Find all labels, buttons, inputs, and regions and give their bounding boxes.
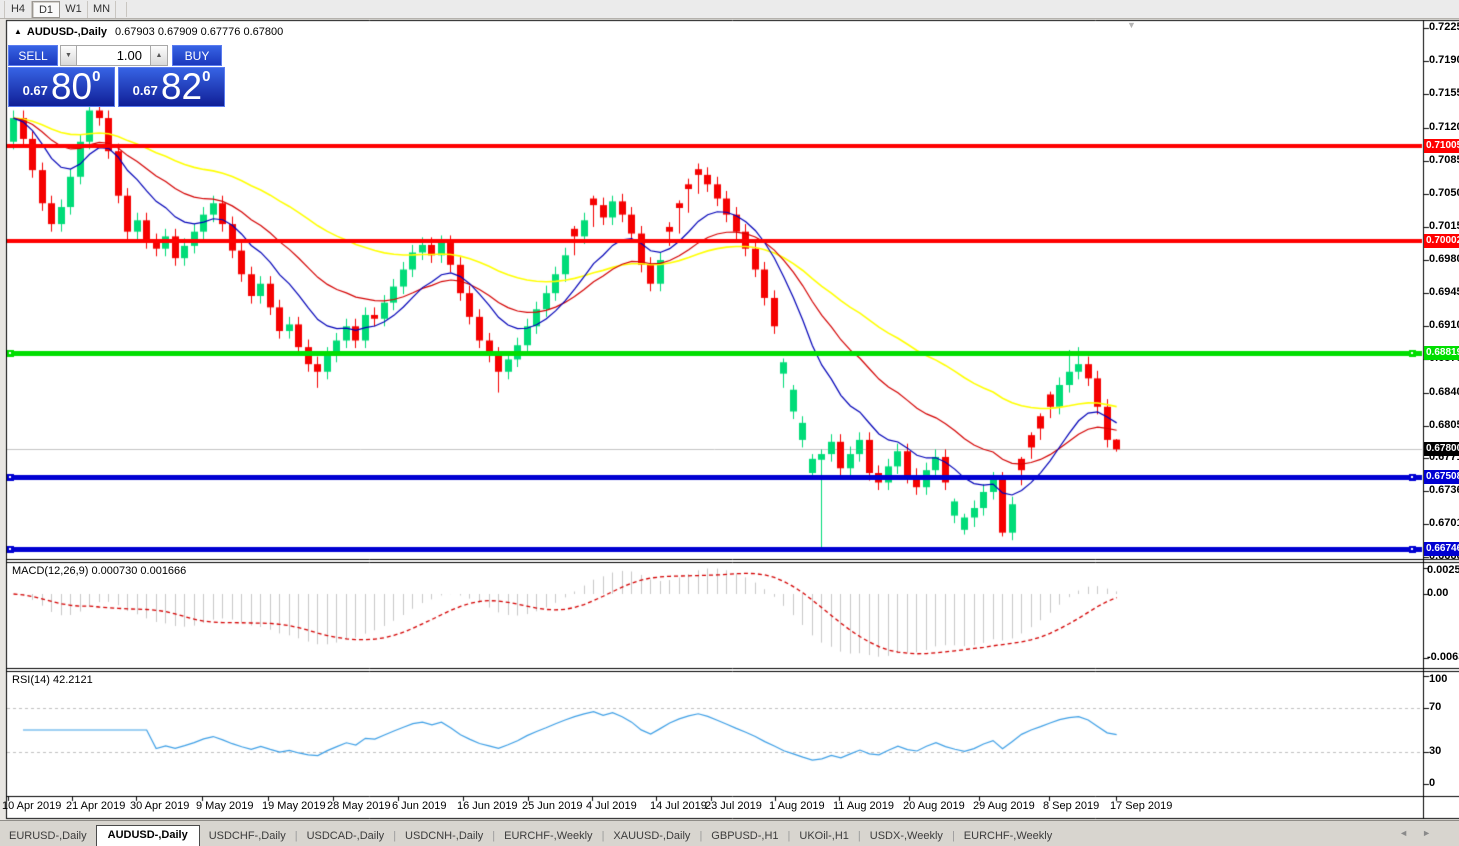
price-axis-tick: 0.70150 [1429,219,1459,232]
date-axis-label: 14 Jul 2019 [650,800,707,812]
buy-button[interactable]: BUY [172,45,222,66]
sell-price-pip-digit: 0 [92,68,101,85]
tab-separator: | [857,830,861,842]
date-axis-label: 20 Aug 2019 [903,800,965,812]
tab-separator: | [951,830,955,842]
macd-axis-tick: 0.002574 [1427,564,1459,576]
timeframe-mn-button[interactable]: MN [88,0,116,18]
date-axis-label: 16 Jun 2019 [457,800,518,812]
chevron-up-icon: ▲ [155,52,163,59]
chart-symbol-label: AUDUSD-,Daily [26,26,107,38]
rsi-axis-tick: 0 [1429,777,1436,789]
rsi-axis-tick: 70 [1429,701,1442,714]
date-axis-label: 6 Jun 2019 [392,800,447,812]
date-axis-label: 1 Aug 2019 [769,800,825,812]
tab-separator: | [393,830,397,842]
buy-price-pip-digit: 0 [202,68,211,85]
chart-title: ▲ AUDUSD-,Daily 0.67903 0.67909 0.67776 0.… [14,26,283,38]
chart-tab-usdx-weekly[interactable]: USDX-,Weekly [869,830,943,842]
date-axis-label: 19 May 2019 [262,800,326,812]
price-axis-tick: 0.69100 [1429,319,1459,332]
current-price-tag: 0.67800 [1424,442,1459,457]
chart-shift-marker-icon[interactable]: ▼ [1127,20,1136,30]
chart-tab-audusd-daily[interactable]: AUDUSD-,Daily [95,825,200,846]
tab-scroll-arrows: ◄► [1399,828,1445,838]
macd-axis-tick: -0.00632 [1427,650,1459,663]
volume-input[interactable] [77,45,151,66]
collapse-triangle-icon[interactable]: ▲ [14,27,22,36]
date-axis-label: 8 Sep 2019 [1043,800,1100,812]
tab-scroll-right-icon[interactable]: ► [1422,828,1445,838]
sell-button[interactable]: SELL [8,45,58,66]
date-axis-label: 30 Apr 2019 [130,800,190,812]
price-axis-tick: 0.69800 [1429,253,1459,266]
tab-scroll-left-icon[interactable]: ◄ [1399,828,1423,838]
chevron-down-icon: ▼ [65,52,72,59]
chart-tab-ukoil-h1[interactable]: UKOil-,H1 [799,830,849,842]
rsi-axis-tick: 30 [1429,744,1442,757]
chart-tab-usdcnh-daily[interactable]: USDCNH-,Daily [405,830,484,842]
tab-separator: | [294,830,298,842]
price-axis-tick: 0.72250 [1429,21,1459,34]
price-axis-tick: 0.67360 [1429,484,1459,496]
date-axis-label: 25 Jun 2019 [522,800,583,812]
macd-indicator-label: MACD(12,26,9) 0.000730 0.001666 [12,565,187,577]
level-price-tag[interactable]: 0.68819 [1424,345,1459,360]
date-axis-label: 17 Sep 2019 [1110,800,1173,812]
level-price-tag[interactable]: 0.71005 [1424,139,1459,153]
macd-axis-tick: 0.00 [1427,587,1449,599]
date-axis-label: 11 Aug 2019 [833,800,894,812]
chart-ohlc-values: 0.67903 0.67909 0.67776 0.67800 [115,26,284,38]
tab-separator: | [699,830,703,842]
buy-price-prefix: 0.67 [132,83,158,98]
price-axis-tick: 0.68050 [1429,418,1459,431]
timeframe-toolbar: H4 D1 W1 MN [0,0,1459,19]
price-axis-tick: 0.67010 [1429,517,1459,530]
date-axis-label: 10 Apr 2019 [2,800,62,812]
buy-price-big-digits: 82 [160,66,203,107]
level-price-tag[interactable]: 0.66746 [1424,542,1459,557]
chart-tab-eurchf-weekly[interactable]: EURCHF-,Weekly [504,830,593,842]
price-axis-tick: 0.71900 [1429,54,1459,67]
tab-separator: | [787,830,791,842]
toolbar-divider [126,1,127,17]
chart-tab-eurchf-weekly[interactable]: EURCHF-,Weekly [963,830,1053,842]
date-axis-label: 21 Apr 2019 [66,800,126,812]
chart-tab-bar: EURUSD-,Daily AUDUSD-,Daily USDCHF-,Daily |… [0,820,1459,846]
buy-price-display[interactable]: 0.67 82 0 [118,67,225,107]
timeframe-h4-button[interactable]: H4 [4,0,32,18]
date-axis-label: 4 Jul 2019 [586,800,637,812]
volume-decrease-button[interactable]: ▼ [60,45,77,66]
rsi-indicator-label: RSI(14) 42.2121 [12,674,93,686]
date-axis-label: 9 May 2019 [196,800,254,812]
sell-price-prefix: 0.67 [22,83,48,98]
sell-price-big-digits: 80 [50,66,93,107]
chart-tab-usdchf-daily[interactable]: USDCHF-,Daily [208,830,286,842]
price-axis-tick: 0.68400 [1429,385,1459,398]
chart-tab-eurusd-daily[interactable]: EURUSD-,Daily [9,830,87,842]
price-axis-tick: 0.70500 [1429,186,1459,199]
timeframe-w1-button[interactable]: W1 [60,0,88,18]
price-axis-tick: 0.69450 [1429,286,1459,299]
chart-tab-gbpusd-h1[interactable]: GBPUSD-,H1 [711,830,779,842]
tab-separator: | [601,830,605,842]
volume-increase-button[interactable]: ▲ [151,45,168,66]
chart-tab-xauusd-daily[interactable]: XAUUSD-,Daily [613,830,691,842]
price-axis-tick: 0.71550 [1429,87,1459,100]
date-axis-label: 29 Aug 2019 [973,800,1035,812]
rsi-axis-tick: 100 [1429,673,1448,685]
date-axis-label: 23 Jul 2019 [705,800,762,812]
chart-tab-usdcad-daily[interactable]: USDCAD-,Daily [306,830,385,842]
timeframe-d1-button[interactable]: D1 [32,0,60,18]
tab-separator: | [492,830,496,842]
price-axis-tick: 0.70850 [1429,153,1459,166]
level-price-tag[interactable]: 0.70002 [1424,233,1459,248]
price-axis-tick: 0.71200 [1429,120,1459,133]
sell-price-display[interactable]: 0.67 80 0 [8,67,115,107]
date-axis-label: 28 May 2019 [327,800,391,812]
level-price-tag[interactable]: 0.67508 [1424,470,1459,484]
